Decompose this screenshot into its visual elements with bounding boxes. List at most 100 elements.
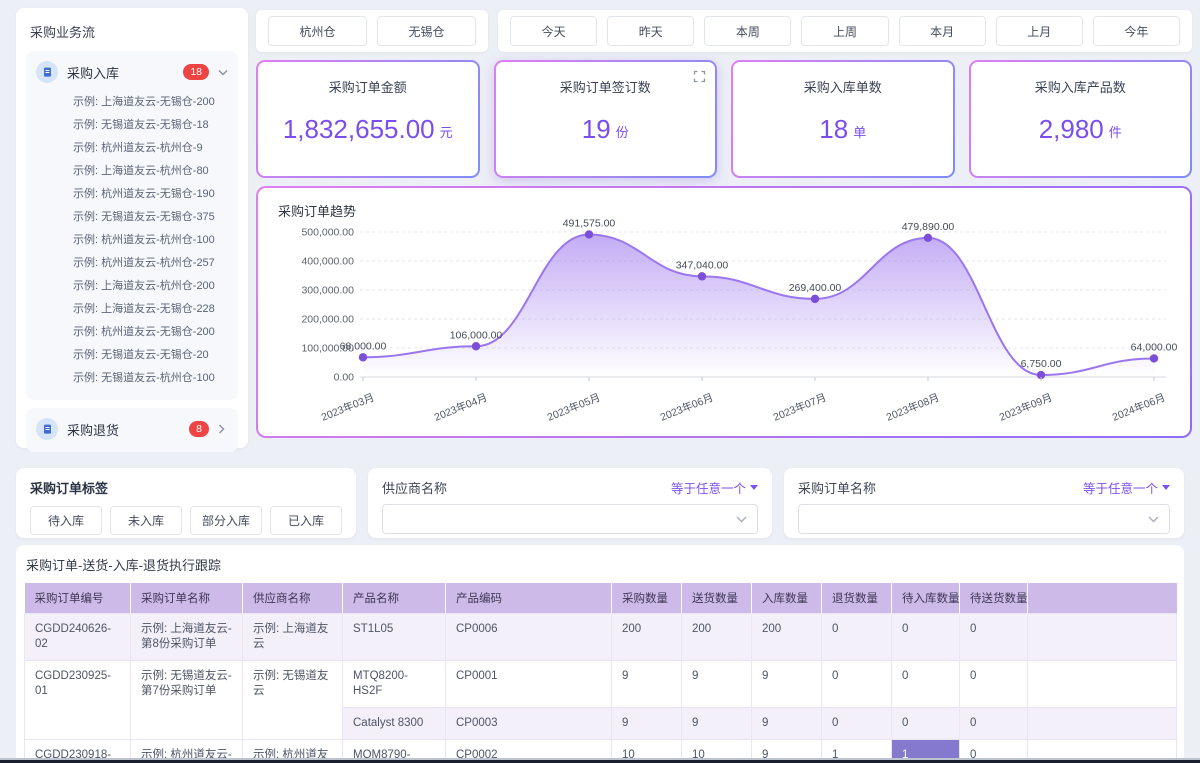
period-button[interactable]: 上周: [801, 16, 889, 46]
period-button[interactable]: 上月: [995, 16, 1083, 46]
sidebar-item[interactable]: 示例: 杭州道友云-杭州仓-9: [73, 142, 203, 154]
order-tag-filter-card: 采购订单标签 待入库 未入库 部分入库 已入库: [16, 468, 356, 538]
window-bottom-scroll-track[interactable]: [0, 758, 1200, 760]
order-operator-dropdown[interactable]: 等于任意一个: [1083, 478, 1170, 497]
supplier-filter-label: 供应商名称: [382, 481, 448, 496]
trend-chart: 500,000.00 400,000.00 300,000.00 200,000.00…: [301, 217, 1177, 424]
y-axis-tick-label: 0.00: [334, 372, 355, 384]
table-column-header: 产品名称: [342, 583, 446, 614]
sidebar-item-list: 示例: 上海道友云-无锡仓-200 示例: 无锡道友云-无锡仓-18 示例: 杭州道…: [34, 89, 230, 394]
kpi-row: 采购订单金额 1,832,655.00 元采购订单签订数 19 份采购入库单数 18 单采购…: [256, 60, 1192, 178]
data-point-label: 479,890.00: [902, 221, 955, 233]
order-tag-button[interactable]: 部分入库: [190, 506, 262, 535]
table-column-header: 采购订单编号: [24, 583, 131, 614]
kpi-value: 1,832,655.00: [282, 113, 435, 144]
count-badge: 8: [189, 421, 209, 437]
sidebar-item[interactable]: 示例: 杭州道友云-无锡仓-190: [73, 188, 215, 200]
order-tag-button[interactable]: 待入库: [30, 506, 102, 535]
sidebar-item[interactable]: 示例: 杭州道友云-杭州仓-100: [73, 234, 215, 246]
supplier-operator-dropdown[interactable]: 等于任意一个: [671, 478, 758, 497]
order-name-filter-card: 采购订单名称 等于任意一个: [784, 468, 1184, 538]
sidebar-group-label: 采购入库: [67, 65, 120, 81]
cell-supplier-name: 示例: 上海道友云: [242, 613, 343, 661]
y-axis-tick-label: 400,000.00: [301, 256, 354, 268]
y-axis-tick-label: 100,000.00: [301, 343, 354, 355]
order-tag-button[interactable]: 已入库: [270, 506, 342, 535]
table-row[interactable]: Catalyst 8300 CP0003 9 9 9 0 0 0: [25, 707, 1177, 740]
order-tag-filter-title: 采购订单标签: [30, 481, 109, 496]
warehouse-button[interactable]: 无锡仓: [377, 16, 476, 46]
cell-qty: 10: [611, 739, 682, 763]
sidebar-item[interactable]: 示例: 无锡道友云-杭州仓-100: [73, 372, 215, 384]
cell-qty: 0: [959, 707, 1028, 740]
order-name-select[interactable]: [798, 504, 1170, 534]
warehouse-button[interactable]: 杭州仓: [268, 16, 367, 46]
kpi-title: 采购订单金额: [328, 80, 407, 95]
sidebar-item[interactable]: 示例: 上海道友云-杭州仓-200: [73, 280, 215, 292]
dropdown-arrow-icon: [1162, 485, 1170, 490]
document-icon: [36, 418, 58, 440]
y-axis-tick-label: 200,000.00: [301, 314, 354, 326]
cell-qty: 0: [821, 707, 892, 740]
sidebar-item[interactable]: 示例: 无锡道友云-无锡仓-20: [73, 349, 209, 361]
sidebar-item[interactable]: 示例: 上海道友云-无锡仓-200: [73, 96, 215, 108]
data-point[interactable]: [584, 230, 594, 239]
chevron-down-icon: [736, 516, 747, 522]
period-button[interactable]: 今年: [1092, 16, 1180, 46]
cell-order-no: CGDD240626-02: [24, 613, 131, 661]
supplier-select[interactable]: [382, 504, 758, 534]
kpi-unit: 元: [439, 124, 453, 140]
x-axis-tick-label: 2023年09月: [997, 391, 1054, 424]
sidebar-item[interactable]: 示例: 无锡道友云-无锡仓-375: [73, 211, 215, 223]
sidebar-group-label: 采购退货: [67, 422, 120, 438]
data-point[interactable]: [358, 353, 368, 362]
period-button[interactable]: 昨天: [607, 16, 695, 46]
sidebar: 采购业务流 采购入库 18 示例: 上海道友云-无锡仓-200 示例: 无锡道友云…: [16, 8, 248, 452]
table-column-header: 入库数量: [751, 583, 822, 614]
kpi-title: 采购订单签订数: [559, 80, 651, 95]
order-tag-button[interactable]: 未入库: [110, 506, 182, 535]
data-point-label: 106,000.00: [450, 329, 503, 341]
period-button[interactable]: 本周: [704, 16, 792, 46]
supplier-filter-card: 供应商名称 等于任意一个: [368, 468, 772, 538]
data-point[interactable]: [1036, 370, 1046, 380]
cell-order-name: 示例: 无锡道友云-第7份采购订单: [130, 660, 243, 740]
sidebar-group-return-header[interactable]: 采购退货 8: [34, 412, 230, 446]
cell-order-name: 示例: 上海道友云-第8份采购订单: [130, 613, 243, 661]
order-operator-label: 等于任意一个: [1082, 482, 1158, 496]
chevron-right-icon[interactable]: [218, 424, 228, 434]
cell-product-code: CP0006: [445, 613, 612, 661]
table-column-header: 退货数量: [821, 583, 892, 614]
sidebar-item[interactable]: 示例: 无锡道友云-无锡仓-18: [73, 119, 209, 131]
kpi-unit: 单: [853, 124, 867, 140]
cell-qty: 200: [611, 613, 682, 661]
sidebar-group-inbound: 采购入库 18 示例: 上海道友云-无锡仓-200 示例: 无锡道友云-无锡仓-1…: [26, 51, 238, 400]
window-bottom-edge: [0, 760, 1200, 763]
data-point[interactable]: [471, 342, 481, 351]
data-point-label: 491,575.00: [563, 217, 616, 229]
data-point[interactable]: [697, 272, 707, 281]
period-button[interactable]: 今天: [510, 16, 598, 46]
data-point[interactable]: [923, 233, 933, 243]
data-point[interactable]: [810, 294, 820, 304]
sidebar-item[interactable]: 示例: 上海道友云-无锡仓-228: [73, 303, 215, 315]
area-fill: [363, 234, 1154, 377]
sidebar-item[interactable]: 示例: 杭州道友云-无锡仓-200: [73, 326, 215, 338]
cell-qty: 200: [751, 613, 822, 661]
cell-product-name: ST1L05: [342, 613, 446, 661]
sidebar-group-inbound-header[interactable]: 采购入库 18: [34, 55, 230, 89]
tracking-table: 采购订单编号 采购订单名称 供应商名称 产品名称 产品编码 采购数量 送货数量 入库数量 退货数…: [24, 583, 1177, 763]
cell-qty: 0: [821, 660, 892, 708]
sidebar-item[interactable]: 示例: 杭州道友云-杭州仓-257: [73, 257, 215, 269]
table-column-header: 待送货数量: [959, 583, 1028, 614]
cell-qty: 9: [611, 660, 682, 708]
chevron-down-icon[interactable]: [218, 69, 228, 76]
sidebar-item[interactable]: 示例: 上海道友云-杭州仓-80: [73, 165, 209, 177]
data-point[interactable]: [1149, 354, 1159, 363]
kpi-value-row: 1,832,655.00 元: [283, 96, 453, 176]
period-button[interactable]: 本月: [898, 16, 986, 46]
table-column-header: 采购订单名称: [130, 583, 243, 614]
expand-icon[interactable]: [693, 70, 706, 88]
table-row[interactable]: CGDD240626-02 示例: 上海道友云-第8份采购订单 示例: 上海道友云 S…: [24, 613, 1177, 661]
table-row[interactable]: CGDD230925-01 示例: 无锡道友云-第7份采购订单 示例: 无锡道友云 M…: [24, 660, 1177, 740]
